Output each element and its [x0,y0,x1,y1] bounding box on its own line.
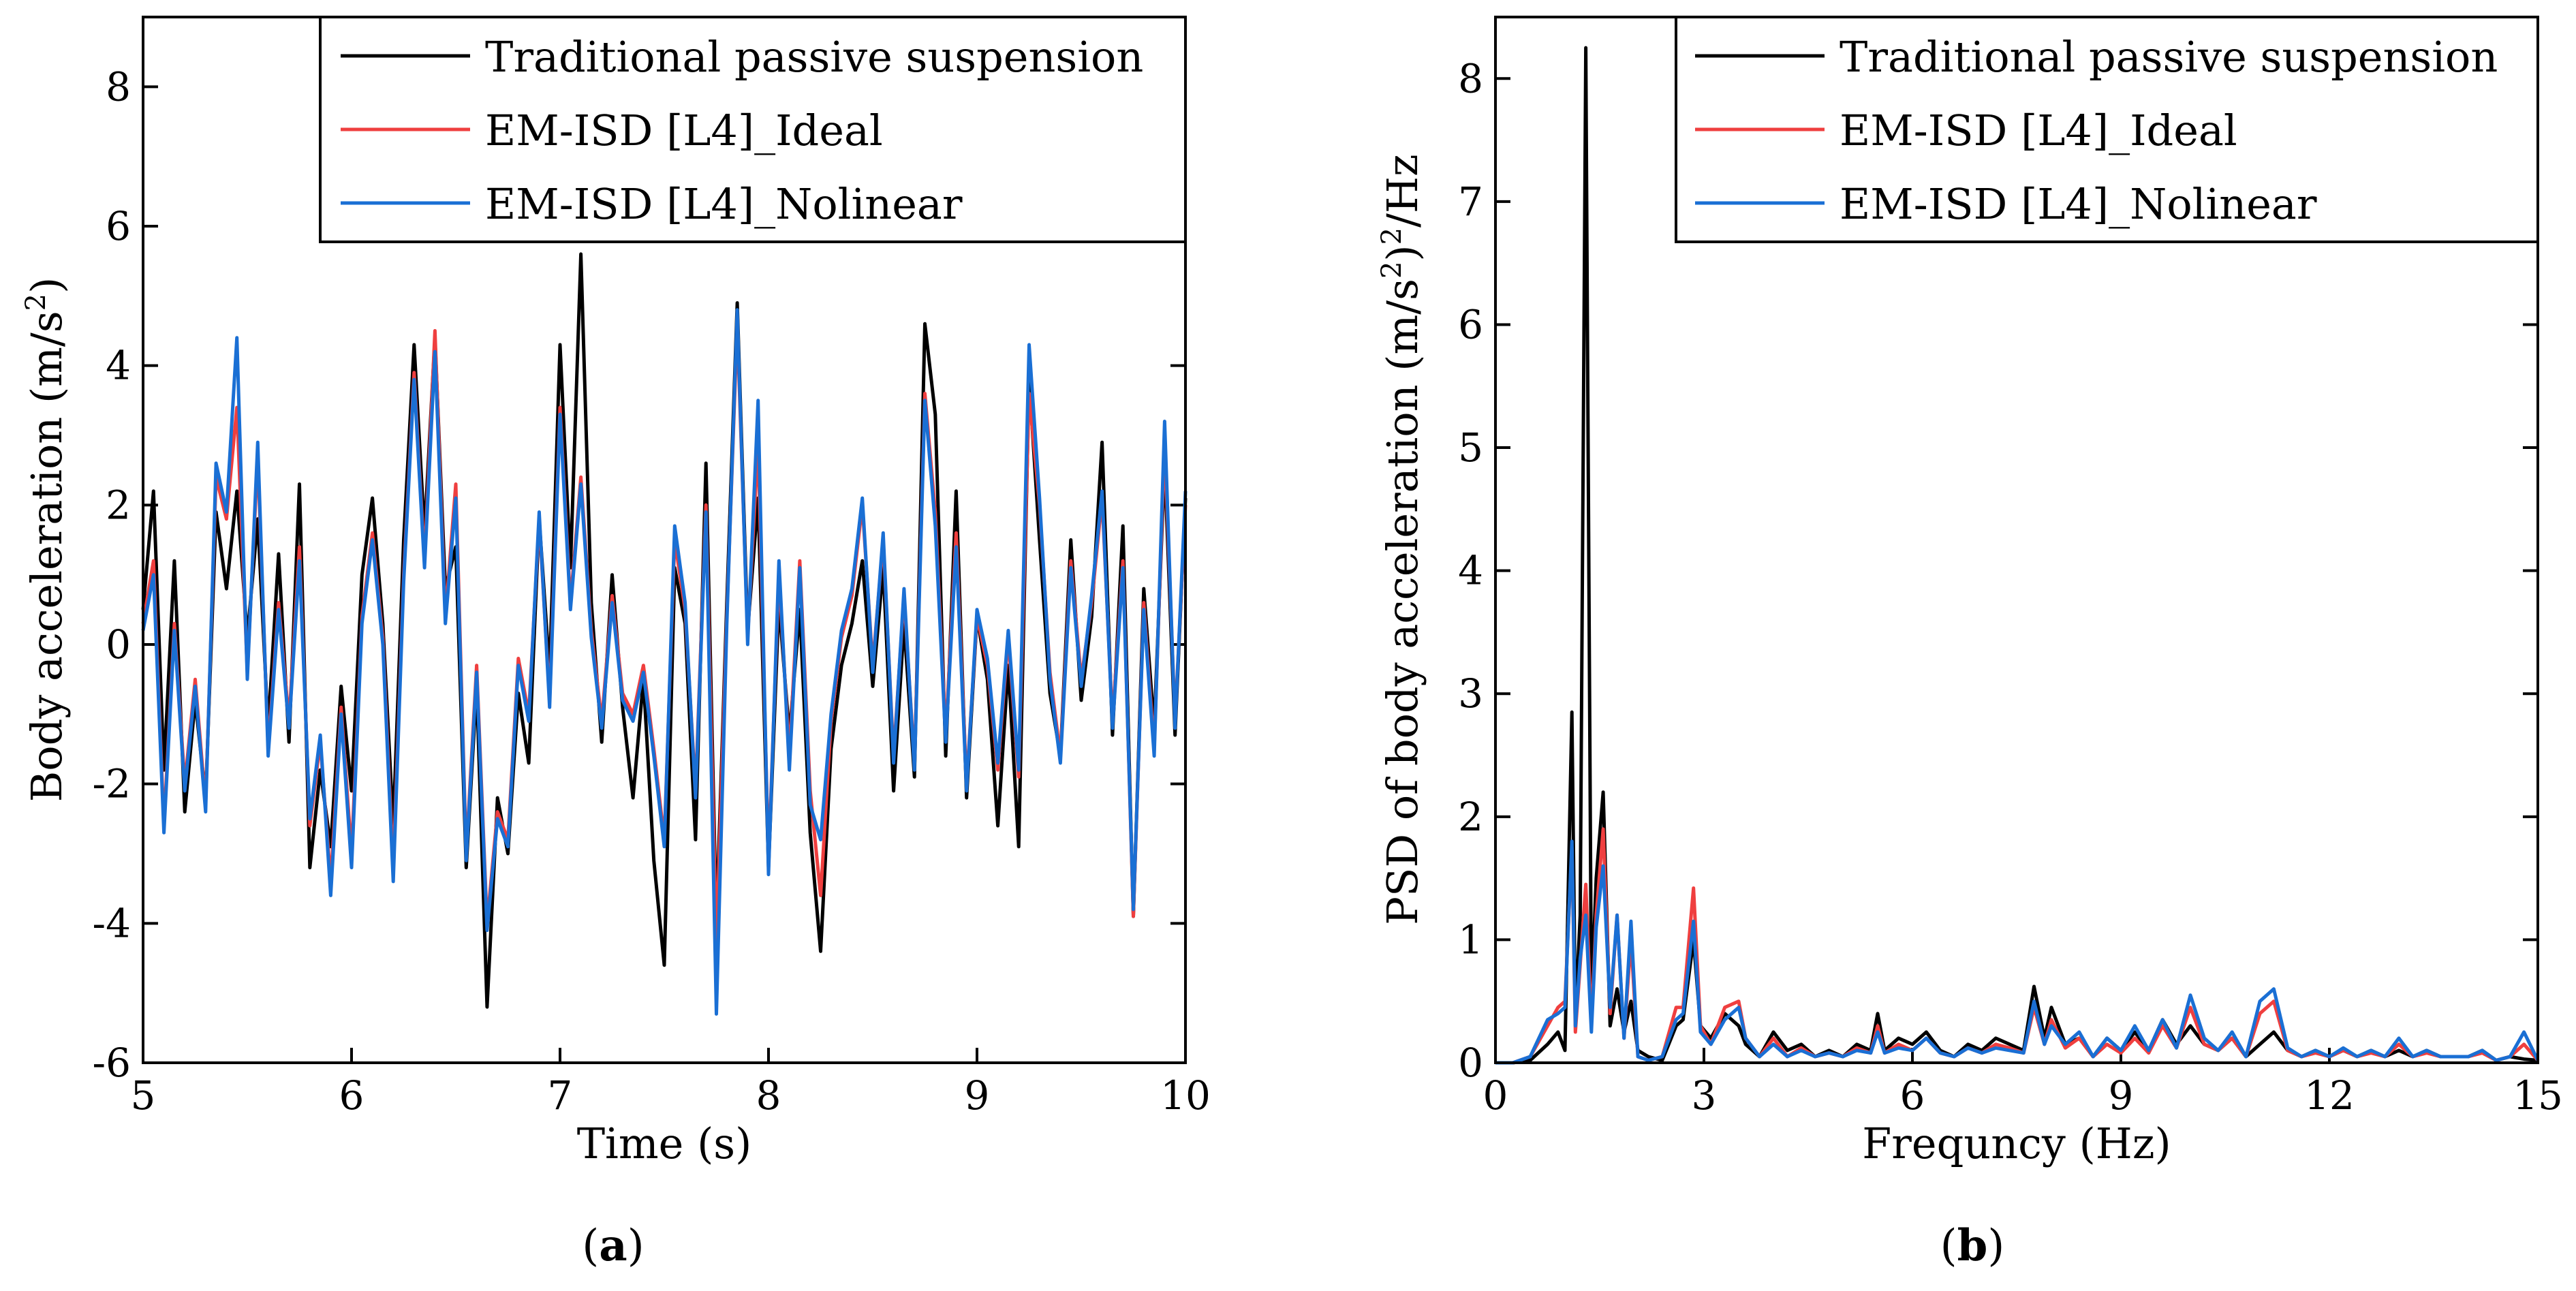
panel-b-legend: Traditional passive suspension EM-ISD [L… [1675,16,2539,243]
y-tick-label: 5 [1458,424,1483,471]
panel-a-legend-label-ideal: EM-ISD [L4]_Ideal [485,106,883,155]
x-tick-label: 5 [131,1072,156,1119]
x-tick-label: 9 [965,1072,990,1119]
panel-a-tick-labels: 5 6 7 8 9 10 -6 -4 -2 0 2 4 6 8 [93,63,1211,1119]
x-tick-label: 8 [756,1072,781,1119]
y-tick-label: 8 [106,63,131,110]
y-tick-label: 7 [1458,178,1483,225]
y-tick-label: -2 [93,761,131,807]
series-line-nolinear [1495,839,2540,1065]
series-line-ideal [141,322,1188,946]
y-tick-label: 0 [106,621,131,668]
panel-b-series [1495,46,2540,1065]
x-tick-label: 3 [1692,1072,1717,1119]
x-tick-label: 7 [548,1072,573,1119]
panel-a-legend-label-nolinear: EM-ISD [L4]_Nolinear [485,179,963,229]
panel-a-time-response: 5 6 7 8 9 10 -6 -4 -2 0 2 4 6 8 Traditional passive s… [20,16,1211,1271]
panel-b-legend-label-nolinear: EM-ISD [L4]_Nolinear [1840,179,2317,229]
y-tick-label: 6 [106,203,131,249]
panel-b-caption: (b) [1940,1220,2005,1271]
y-tick-label: -4 [93,900,131,946]
panel-a-series [141,252,1188,1016]
y-tick-label: 2 [106,482,131,528]
y-tick-label: 4 [106,343,131,389]
x-tick-label: 6 [339,1072,364,1119]
panel-b-y-axis-label: PSD of body acceleration (m/s2)2/Hz [1376,154,1427,924]
x-tick-label: 12 [2304,1072,2355,1119]
panel-a-caption: (a) [582,1220,644,1271]
panel-a-legend: Traditional passive suspension EM-ISD [L… [319,16,1187,243]
panel-a-legend-label-passive: Traditional passive suspension [485,32,1143,82]
panel-b-x-axis-label: Frequncy (Hz) [1862,1119,2171,1168]
y-tick-label: 4 [1458,548,1483,594]
y-tick-label: 6 [1458,301,1483,347]
y-tick-label: -6 [93,1040,131,1086]
y-tick-label: 8 [1458,55,1483,102]
x-tick-label: 9 [2109,1072,2134,1119]
y-tick-label: 3 [1458,670,1483,717]
panel-a-y-axis-label: Body acceleration (m/s2) [20,277,72,803]
y-tick-label: 2 [1458,794,1483,840]
panel-b-legend-label-passive: Traditional passive suspension [1840,32,2498,82]
x-tick-label: 15 [2513,1072,2563,1119]
y-tick-label: 0 [1458,1040,1483,1086]
series-line-nolinear [141,308,1188,1016]
y-tick-label: 1 [1458,916,1483,963]
x-tick-label: 6 [1900,1072,1925,1119]
x-tick-label: 0 [1483,1072,1508,1119]
panel-a-x-axis-label: Time (s) [577,1119,752,1168]
panel-b-legend-label-ideal: EM-ISD [L4]_Ideal [1840,106,2237,155]
x-tick-label: 10 [1160,1072,1211,1119]
series-line-passive [141,252,1188,1009]
series-line-ideal [1495,827,2539,1065]
